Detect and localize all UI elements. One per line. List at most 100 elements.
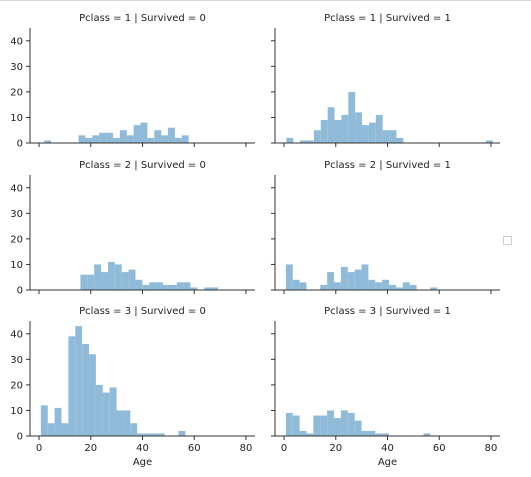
histogram-bar [78,135,86,143]
histogram-bar [128,269,136,290]
y-tick-label: 10 [10,260,23,271]
x-tick-label: 60 [188,443,201,454]
histogram-bar [178,430,186,436]
histogram-bar [430,287,438,290]
histogram-bar [204,287,212,290]
histogram-bar [149,282,157,290]
y-tick-label: 20 [10,380,23,391]
histogram-bar [340,267,348,290]
panel-title: Pclass = 2 | Survived = 0 [79,160,206,171]
histogram-bar [299,430,307,436]
y-tick-label: 0 [17,286,23,297]
y-tick-label: 40 [10,36,23,47]
histogram-bar [161,135,169,143]
histogram-bar [89,354,96,436]
histogram-bar [119,130,127,143]
x-axis-label: Age [378,457,397,468]
histogram-bar [137,433,145,436]
histogram-bar [150,433,158,436]
histogram-bar [348,91,356,143]
histogram-bar [44,140,52,143]
histogram-bar [135,279,143,290]
y-tick-label: 40 [10,183,23,194]
histogram-bar [382,433,390,436]
histogram-bar [334,120,342,143]
x-tick-label: 20 [329,443,342,454]
histogram-bar [395,287,403,290]
histogram-bar [75,326,83,436]
histogram-bar [85,137,93,143]
histogram-bar [382,130,390,143]
histogram-bar [307,140,314,143]
histogram-bar [211,287,219,290]
histogram-bar [168,127,175,143]
histogram-bar [341,114,349,143]
histogram-bar [320,415,328,436]
histogram-bar [361,430,369,436]
histogram-bar [347,272,355,290]
y-tick-label: 20 [10,234,23,245]
x-tick-label: 40 [381,443,394,454]
histogram-bar [144,433,151,436]
histogram-bar [147,137,155,143]
histogram-bar [327,107,335,143]
histogram-bar [382,279,390,290]
histogram-bar [361,264,369,290]
histogram-bar [142,284,150,290]
panel-title: Pclass = 3 | Survived = 1 [324,306,451,317]
y-tick-label: 0 [17,432,23,443]
histogram-bar [176,282,184,290]
histogram-bar [140,122,148,143]
y-tick-label: 30 [10,355,23,366]
histogram-bar [121,272,129,290]
histogram-bar [347,413,355,436]
histogram-bar [368,279,376,290]
histogram-bar [409,284,417,290]
histogram-bar [95,384,103,436]
panel-title: Pclass = 2 | Survived = 1 [324,160,451,171]
histogram-bar [299,282,307,290]
histogram-bar [354,420,362,436]
histogram-bar [327,272,335,290]
histogram-bar [87,274,95,290]
y-tick-label: 30 [10,62,23,73]
histogram-bar [375,433,383,436]
histogram-bar [327,410,335,436]
histogram-bar [340,410,348,436]
y-tick-label: 10 [10,113,23,124]
histogram-bar [181,135,189,143]
histogram-bar [320,120,328,143]
histogram-bar [292,279,300,290]
y-tick-label: 10 [10,406,23,417]
histogram-bar [162,284,170,290]
histogram-bar [113,137,120,143]
histogram-bar [396,137,404,143]
histogram-bar [375,282,383,290]
histogram-bar [286,137,294,143]
panel-title: Pclass = 1 | Survived = 0 [79,13,206,24]
histogram-bar [389,284,396,290]
histogram-bar [94,264,102,290]
histogram-bar [368,430,376,436]
x-tick-label: 0 [36,443,42,454]
histogram-bar [300,140,308,143]
x-axis-label: Age [133,457,152,468]
histogram-bar [355,112,363,143]
histogram-bar [375,114,383,143]
histogram-bar [106,132,114,143]
histogram-bar [80,274,88,290]
histogram-bar [334,282,341,290]
histogram-bar [123,410,131,436]
histogram-bar [313,415,321,436]
histogram-bar [61,423,69,436]
panel-title: Pclass = 3 | Survived = 0 [79,306,206,317]
histogram-bar [389,130,397,143]
histogram-bar [313,130,321,143]
histogram-bar [362,125,369,143]
histogram-bar [99,132,107,143]
panel-title: Pclass = 1 | Survived = 1 [324,13,451,24]
histogram-bar [334,418,341,436]
histogram-bar [116,410,124,436]
histogram-bar [368,122,376,143]
